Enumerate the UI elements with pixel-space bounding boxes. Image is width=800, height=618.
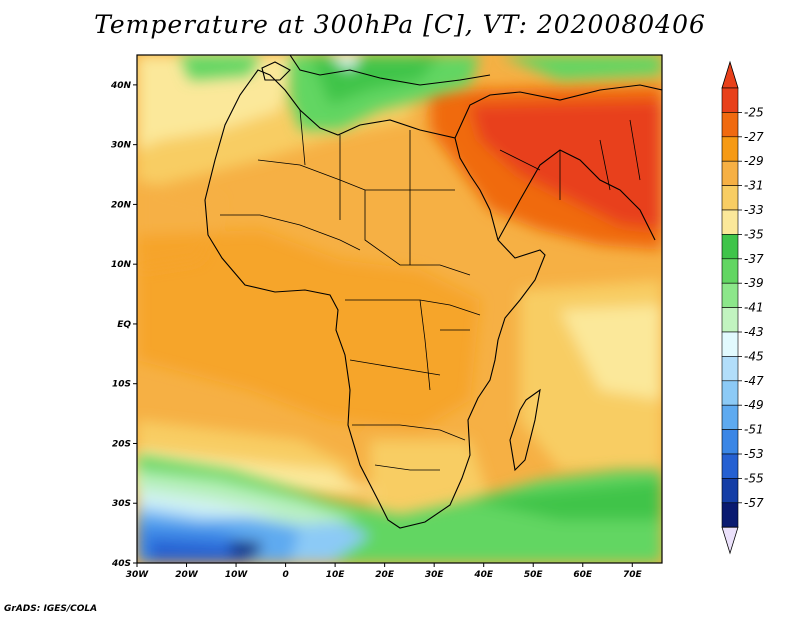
- lat-tick-label: 20N: [111, 200, 132, 210]
- lat-tick-label: 10N: [111, 260, 132, 270]
- lon-tick-label: 70E: [623, 570, 643, 580]
- colorbar-bottom-triangle: [721, 526, 739, 555]
- colorbar-swatch: [721, 478, 739, 504]
- colorbar-swatch: [721, 453, 739, 479]
- colorbar-swatch: [721, 258, 739, 284]
- map-title: Temperature at 300hPa [C], VT: 202008040…: [94, 10, 706, 39]
- colorbar: -25 -27 -29 -31 -33 -35 -37 -39 -41 -43 -45 -47 -49 -…: [721, 60, 764, 555]
- europe-coastline: [289, 55, 491, 86]
- colorbar-swatch: [721, 234, 739, 260]
- lon-tick-label: 30W: [126, 570, 150, 580]
- lat-tick-label: 30S: [112, 499, 131, 509]
- lon-tick-label: 10E: [326, 570, 346, 580]
- lon-tick-label: 20W: [175, 570, 199, 580]
- colorbar-swatch: [721, 331, 739, 357]
- latitude-axis: 40N 30N 20N 10N EQ 10S 20S 30S 40S: [110, 81, 137, 569]
- lon-tick-label: 40E: [473, 570, 494, 580]
- map-frame: [136, 54, 663, 564]
- lon-tick-label: 60E: [573, 570, 593, 580]
- colorbar-label: -53: [744, 447, 764, 461]
- colorbar-swatch: [721, 185, 739, 211]
- colorbar-swatch: [721, 404, 739, 430]
- colorbar-swatch: [721, 429, 739, 455]
- colorbar-label: -45: [744, 349, 764, 363]
- colorbar-label: -27: [744, 130, 764, 144]
- colorbar-swatch: [721, 87, 739, 113]
- temperature-field: [137, 55, 662, 563]
- lon-tick-label: 20E: [375, 570, 395, 580]
- colorbar-label: -55: [744, 471, 764, 485]
- colorbar-label: -25: [744, 105, 764, 119]
- colorbar-label: -49: [744, 398, 764, 412]
- colorbar-label: -37: [744, 252, 764, 266]
- lon-tick-label: 50E: [524, 570, 544, 580]
- asia-coastline: [454, 84, 662, 139]
- lat-tick-label: EQ: [117, 320, 131, 330]
- colorbar-label: -33: [744, 203, 764, 217]
- iberia-coastline: [261, 61, 291, 81]
- colorbar-label: -41: [744, 301, 764, 315]
- country-borders: [220, 109, 641, 471]
- lon-tick-label: 30E: [425, 570, 445, 580]
- colorbar-swatch: [721, 160, 739, 186]
- colorbar-label: -29: [744, 154, 764, 168]
- colorbar-label: -39: [744, 276, 764, 290]
- lon-tick-label: 10W: [225, 570, 249, 580]
- arabia-coastline: [497, 149, 656, 241]
- colorbar-label: -51: [744, 423, 764, 437]
- colorbar-swatch: [721, 356, 739, 382]
- lat-tick-label: 40S: [111, 559, 131, 569]
- lat-tick-label: 40N: [110, 81, 132, 91]
- colorbar-label: -31: [744, 179, 764, 193]
- madagascar-coastline: [509, 388, 541, 472]
- colorbar-label: -47: [744, 374, 764, 388]
- coastlines: [204, 55, 662, 529]
- colorbar-swatch: [721, 307, 739, 333]
- lat-tick-label: 20S: [112, 439, 131, 449]
- colorbar-swatch: [721, 209, 739, 235]
- colorbar-label: -35: [744, 227, 764, 241]
- colorbar-swatch: [721, 502, 739, 528]
- lon-tick-label: 0: [282, 570, 288, 580]
- colorbar-swatch: [721, 136, 739, 162]
- colorbar-swatch: [721, 112, 739, 138]
- africa-coastline: [204, 69, 546, 529]
- colorbar-label: -57: [744, 496, 764, 510]
- colorbar-label: -43: [744, 325, 764, 339]
- colorbar-swatch: [721, 282, 739, 308]
- colorbar-swatch: [721, 380, 739, 406]
- colorbar-top-triangle: [721, 60, 739, 89]
- lat-tick-label: 10S: [112, 380, 131, 390]
- lat-tick-label: 30N: [111, 141, 132, 151]
- credit-label: GrADS: IGES/COLA: [4, 604, 98, 614]
- longitude-axis: 30W 20W 10W 0 10E 20E 30E 40E 50E 60E 70E: [126, 563, 643, 580]
